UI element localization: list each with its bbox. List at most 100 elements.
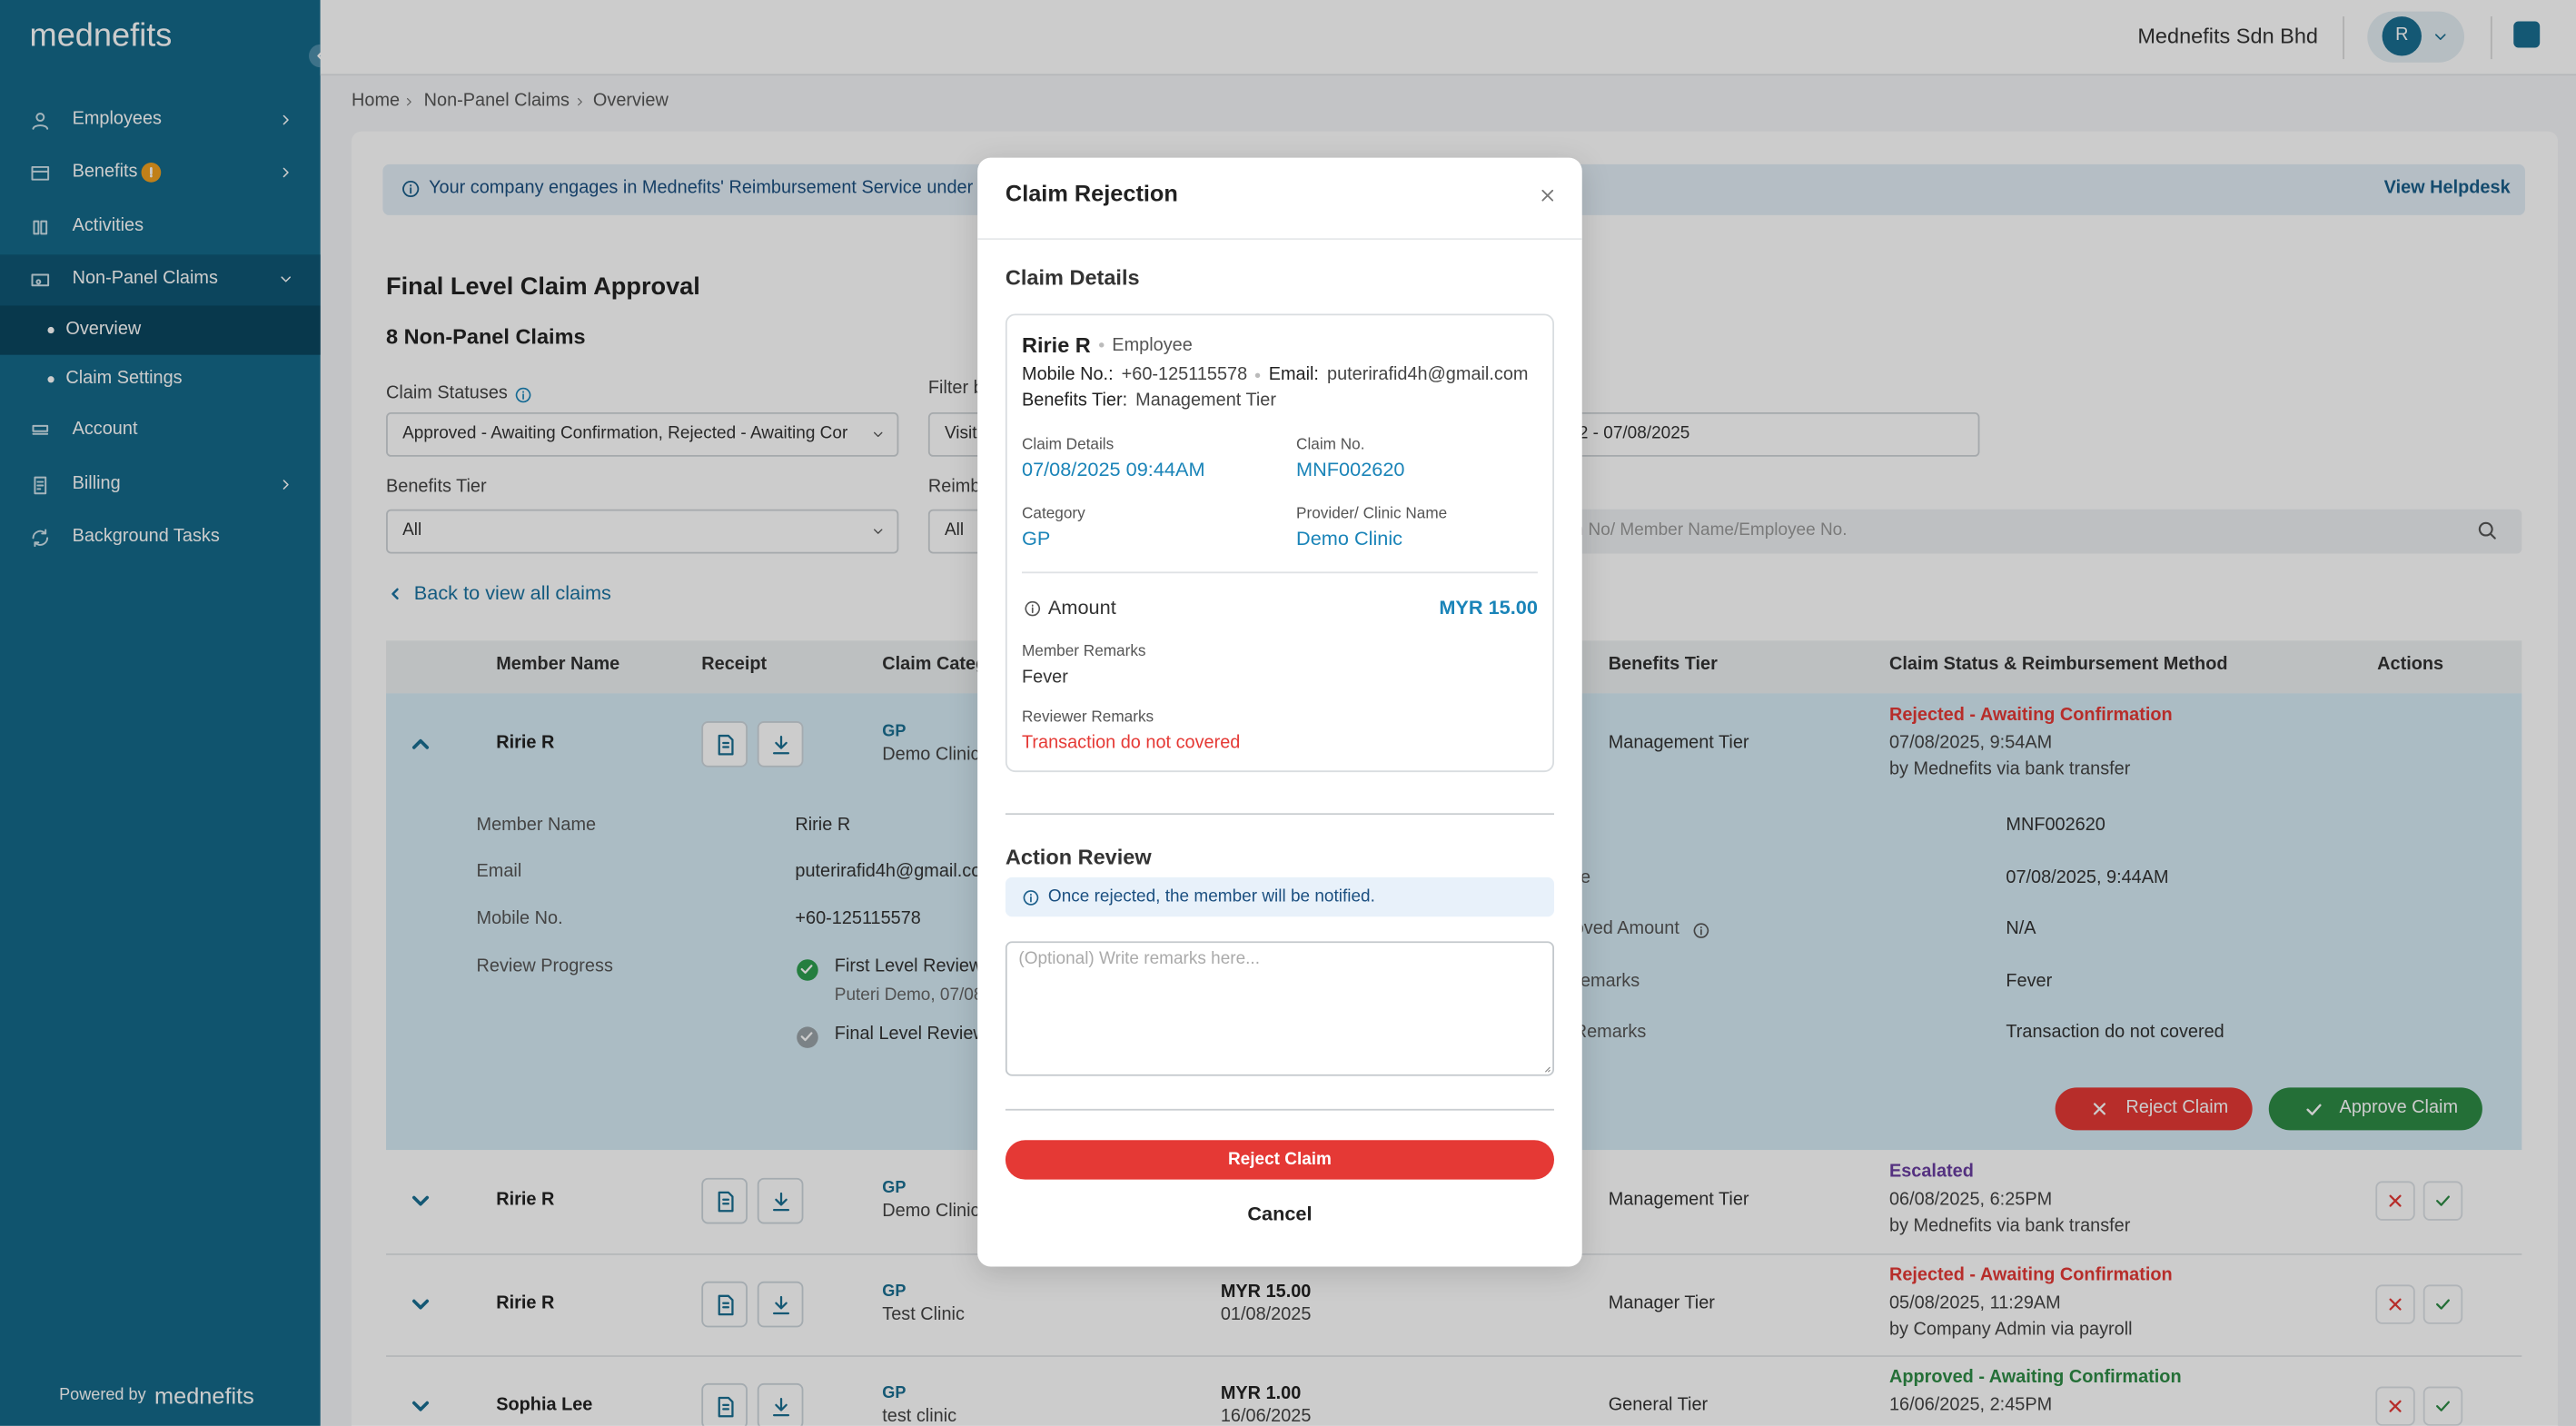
step-check <box>798 1028 815 1045</box>
icon-part <box>391 587 398 599</box>
help-button[interactable] <box>2513 21 2541 48</box>
reject-button[interactable] <box>2055 1087 2253 1131</box>
claim-card <box>1005 313 1555 773</box>
action-button[interactable] <box>2422 1284 2463 1324</box>
menu-item[interactable]: Background Tasks <box>72 526 220 547</box>
approve-button[interactable] <box>2268 1087 2482 1131</box>
action-button[interactable] <box>2422 1386 2463 1426</box>
separator-dot <box>1098 342 1105 348</box>
clinic-name: Demo Clinic <box>882 1201 980 1222</box>
menu-item[interactable]: Overview <box>65 319 142 340</box>
cancel-button[interactable]: Cancel <box>1247 1202 1313 1225</box>
receipt-button[interactable] <box>701 1382 748 1426</box>
icon-part <box>31 424 48 434</box>
action-icon <box>2433 1294 2453 1314</box>
menu-item[interactable]: Claim Settings <box>65 368 183 389</box>
status-date: 05/08/2025, 11:29AM <box>1888 1293 2061 1313</box>
receipt-button[interactable] <box>701 1177 748 1224</box>
filter-select[interactable] <box>386 411 899 457</box>
detail-label: Remarks <box>1573 1022 1647 1043</box>
badge-icon <box>142 163 162 183</box>
expand-toggle[interactable] <box>408 1393 434 1420</box>
icon-part <box>2436 1299 2450 1310</box>
filter-select[interactable] <box>1552 411 1980 457</box>
modal-title: Claim Rejection <box>1005 180 1178 207</box>
icon-part <box>30 165 49 180</box>
member-name: Ririe R <box>1021 332 1091 358</box>
mobile-label: Mobile No.: <box>1021 364 1114 385</box>
icon-part <box>391 587 398 599</box>
claim-category: GP <box>882 1179 907 1198</box>
search-box[interactable] <box>1552 509 2522 554</box>
menu-item[interactable]: Account <box>72 419 138 440</box>
amount-label: Amount <box>1047 596 1116 619</box>
detail-label: oved Amount <box>1573 918 1679 939</box>
icon-part <box>2305 1103 2321 1114</box>
icon-part <box>772 1397 789 1416</box>
action-button[interactable] <box>2375 1386 2415 1426</box>
menu-item[interactable]: Benefits <box>72 161 138 182</box>
breadcrumb-item[interactable]: Overview <box>592 91 669 111</box>
receipt-button[interactable] <box>701 721 748 767</box>
icon-part <box>2389 1194 2402 1207</box>
icon-part <box>411 1195 430 1206</box>
icon-part <box>2389 1400 2402 1412</box>
breadcrumb-item[interactable]: Non-Panel Claims <box>423 91 570 111</box>
filter-label: Filter b <box>927 378 984 399</box>
clinic-name: test clinic <box>882 1406 957 1426</box>
avatar-initial: R <box>2395 25 2409 45</box>
icon-part <box>717 1293 733 1315</box>
member-name: Ririe R <box>496 733 555 754</box>
icon-part <box>2389 1298 2402 1311</box>
breadcrumb-item[interactable]: Home <box>352 91 401 111</box>
expand-toggle[interactable] <box>408 731 434 758</box>
divider <box>1005 813 1555 816</box>
remarks-input[interactable] <box>1005 941 1555 1076</box>
menu-item[interactable]: Non-Panel Claims <box>72 268 218 289</box>
icon-part <box>32 219 47 234</box>
reimbursement-method: by Mednefits via bank transfer <box>1888 1216 2131 1236</box>
status-date: 16/06/2025, 2:45PM <box>1888 1395 2053 1415</box>
row-divider <box>386 1355 2522 1357</box>
detail-label: Member Name <box>476 815 597 836</box>
icon-part <box>411 1401 430 1411</box>
icon-part <box>514 386 530 402</box>
icon-part <box>30 165 49 180</box>
menu-icon <box>29 216 51 238</box>
icon-part <box>2093 1103 2106 1115</box>
menu-item[interactable]: Activities <box>72 215 144 236</box>
receipt-icon <box>712 1189 737 1213</box>
action-button[interactable] <box>2422 1181 2463 1221</box>
tier-line: Benefits Tier: Management Tier <box>1022 391 1276 411</box>
receipt-button[interactable] <box>701 1281 748 1328</box>
back-link[interactable]: Back to view all claims <box>413 580 611 605</box>
menu-icon <box>29 162 51 183</box>
expand-toggle[interactable] <box>408 1292 434 1318</box>
icon-part <box>2436 1195 2450 1206</box>
approve-icon <box>2303 1098 2324 1120</box>
close-button[interactable] <box>1538 185 1558 205</box>
field-label: Provider/ Clinic Name <box>1296 504 1448 523</box>
detail-value: Ririe R <box>795 815 851 836</box>
icon-part <box>717 1395 733 1417</box>
icon-part <box>772 1191 789 1211</box>
menu-item[interactable]: Employees <box>72 109 163 129</box>
member-line: Ririe R Employee <box>1022 332 1193 357</box>
filter-select[interactable] <box>386 509 899 554</box>
icon-part <box>2436 1195 2450 1206</box>
icon-part <box>281 276 291 282</box>
modal-panel <box>977 157 1582 1267</box>
claim-status: Rejected - Awaiting Confirmation <box>1888 705 2173 726</box>
reimbursement-method: by Company Admin via payroll <box>1888 1320 2133 1340</box>
filter-label: Reimb <box>927 477 981 497</box>
field-value: Demo Clinic <box>1296 527 1403 550</box>
info-icon <box>1021 888 1039 906</box>
icon-part <box>717 1190 733 1212</box>
submit-button[interactable] <box>1005 1140 1555 1180</box>
menu-item[interactable]: Billing <box>72 473 121 494</box>
receipt-button[interactable] <box>757 1177 804 1224</box>
expand-toggle[interactable] <box>408 1188 434 1214</box>
icon-part <box>1541 189 1554 202</box>
helpdesk-link[interactable]: View Helpdesk <box>2383 178 2511 198</box>
